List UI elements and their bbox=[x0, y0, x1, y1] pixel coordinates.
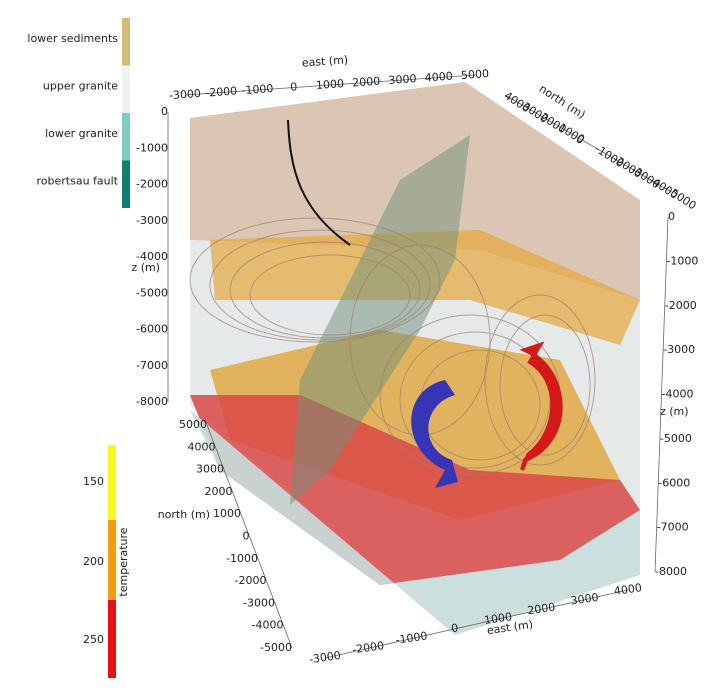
axis-tick-label: -2000 bbox=[665, 299, 697, 312]
axis-line bbox=[654, 216, 669, 573]
scene-3d bbox=[189, 82, 640, 635]
axis-tick-label: -3000 bbox=[663, 343, 695, 356]
axis-tick-label: -4000 bbox=[136, 250, 168, 263]
colorbar-tick-label: 150 bbox=[83, 475, 104, 488]
legend-swatch bbox=[122, 113, 130, 161]
axis-tick-label: -6000 bbox=[136, 323, 168, 336]
axis-tick-label: 1000 bbox=[483, 610, 513, 627]
axis-title: east (m) bbox=[486, 618, 534, 637]
legend-swatch bbox=[122, 65, 130, 113]
axis-tick-label: 4000 bbox=[424, 70, 453, 85]
axis-tick-label: -2000 bbox=[136, 178, 168, 191]
axis-tick-label: -3000 bbox=[169, 87, 202, 102]
axis-tick-label: -1000 bbox=[241, 82, 274, 97]
axis-tick-label: 2000 bbox=[527, 601, 557, 618]
axis-tick-label: -1000 bbox=[136, 141, 168, 154]
axis-tick-label: 2000 bbox=[352, 75, 381, 90]
axis-tick-label: 1000 bbox=[316, 77, 345, 92]
legend-label: lower sediments bbox=[27, 32, 118, 45]
axis-tick-label: -1000 bbox=[226, 552, 258, 565]
axis-line bbox=[184, 74, 476, 96]
axis-tick-label: -2000 bbox=[235, 574, 267, 587]
axis-tick-label: -3000 bbox=[308, 649, 341, 666]
axis-tick-label: -3000 bbox=[243, 596, 275, 609]
axis-line bbox=[324, 589, 629, 659]
axis-tick-label: 3000 bbox=[388, 72, 417, 87]
axis-tick-label: -6000 bbox=[658, 476, 690, 489]
axis-tick-label: 0 bbox=[243, 530, 250, 543]
axis-tick-label: -2000 bbox=[351, 639, 384, 656]
axis-tick-label: 0 bbox=[161, 105, 168, 118]
axis-tick-label: 3000 bbox=[196, 463, 224, 476]
axis-tick-label: -4000 bbox=[252, 619, 284, 632]
axis-tick-label: 0 bbox=[668, 210, 675, 223]
axis-title: z (m) bbox=[660, 405, 689, 418]
axis-tick-label: 5000 bbox=[179, 418, 207, 431]
legend-label: robertsau fault bbox=[37, 174, 119, 187]
legend-label: upper granite bbox=[43, 79, 118, 92]
axis-tick-label: 0 bbox=[290, 80, 298, 93]
axis-title: east (m) bbox=[301, 53, 348, 69]
axis-tick-label: -8000 bbox=[136, 395, 168, 408]
colorbar-segment bbox=[108, 520, 116, 600]
colorbar-tick-label: 250 bbox=[83, 633, 104, 646]
colorbar-title: temperature bbox=[117, 527, 130, 596]
axis-line bbox=[504, 94, 669, 191]
axis-tick-label: 5000 bbox=[461, 67, 490, 82]
axis-tick-label: -7000 bbox=[657, 521, 689, 534]
legend-swatch bbox=[122, 18, 130, 66]
axis-tick-label: -4000 bbox=[662, 388, 694, 401]
axis-tick-label: 4000 bbox=[613, 581, 643, 598]
axis-tick-label: -2000 bbox=[205, 84, 238, 99]
axis-tick-label: 0 bbox=[450, 621, 459, 635]
axis-tick-label: -8000 bbox=[655, 565, 687, 578]
colorbar-segment bbox=[108, 445, 116, 520]
axis-tick-label: 3000 bbox=[570, 591, 600, 608]
axis-tick-label: -5000 bbox=[260, 641, 292, 654]
axis-tick-label: -7000 bbox=[136, 359, 168, 372]
axis-tick-label: -5000 bbox=[665, 184, 699, 212]
axis-tick-label: 4000 bbox=[188, 440, 216, 453]
legend-swatch bbox=[122, 160, 130, 208]
colorbar-tick-label: 200 bbox=[83, 555, 104, 568]
axis-tick-label: 2000 bbox=[205, 485, 233, 498]
axis-tick-label: 1000 bbox=[213, 507, 241, 520]
axis-tick-label: -1000 bbox=[395, 629, 428, 646]
axis-tick-label: -5000 bbox=[136, 286, 168, 299]
axis-title: north (m) bbox=[158, 508, 210, 521]
axis-tick-label: -5000 bbox=[660, 432, 692, 445]
axis-line bbox=[206, 424, 293, 649]
axis-title: z (m) bbox=[131, 261, 160, 274]
axis-tick-label: -3000 bbox=[136, 214, 168, 227]
legend-label: lower granite bbox=[45, 127, 118, 140]
colorbar-segment bbox=[108, 600, 116, 678]
axis-tick-label: -1000 bbox=[666, 254, 698, 267]
